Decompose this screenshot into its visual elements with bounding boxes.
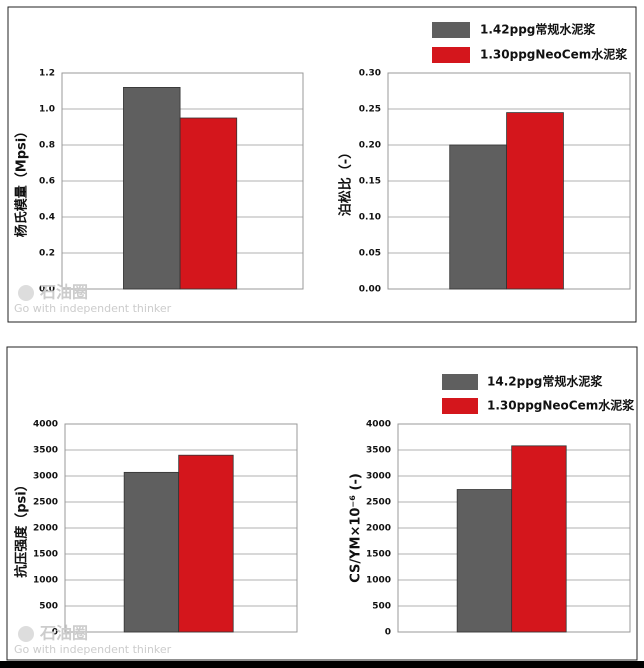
- y-tick-label: 1500: [366, 550, 391, 560]
- y-tick-label: 1000: [366, 576, 391, 586]
- y-axis-title: 泊松比（-）: [338, 146, 354, 216]
- y-tick-label: 1.0: [39, 105, 55, 115]
- bar: [506, 112, 564, 290]
- bar: [449, 144, 507, 290]
- y-tick-label: 0.4: [39, 213, 55, 223]
- y-axis-title: 抗压强度（psi）: [14, 478, 30, 578]
- y-tick-label: 3500: [33, 446, 58, 456]
- y-tick-label: 0.30: [359, 69, 381, 79]
- y-tick-label: 0.15: [359, 177, 381, 187]
- y-axis-title: 杨氏模量（Mpsi）: [14, 125, 30, 237]
- y-tick-label: 0.8: [39, 141, 55, 151]
- y-tick-label: 2000: [33, 524, 58, 534]
- bar: [456, 489, 513, 633]
- bottom-bar: [0, 661, 644, 668]
- y-tick-label: 0: [385, 628, 391, 638]
- bar: [178, 454, 234, 633]
- y-tick-label: 0.2: [39, 249, 55, 259]
- legend-label: 14.2ppg常规水泥浆: [487, 374, 603, 389]
- y-tick-label: 4000: [33, 420, 58, 430]
- bar: [179, 117, 238, 290]
- legend-swatch: [442, 374, 478, 390]
- y-tick-label: 4000: [366, 420, 391, 430]
- bar: [123, 87, 181, 290]
- legend-label: 1.30ppgNeoCem水泥浆: [480, 47, 628, 62]
- legend-label: 1.42ppg常规水泥浆: [480, 22, 596, 37]
- watermark-logo: 石油圈: [39, 624, 88, 643]
- y-tick-label: 0.00: [359, 285, 381, 295]
- y-tick-label: 2000: [366, 524, 391, 534]
- watermark-icon: [18, 285, 34, 301]
- y-tick-label: 500: [39, 602, 58, 612]
- y-tick-label: 0: [52, 628, 58, 638]
- y-axis-title: CS/YM×10⁻⁶ (-): [349, 473, 364, 583]
- y-tick-label: 2500: [33, 498, 58, 508]
- y-tick-label: 1.2: [39, 69, 55, 79]
- legend-swatch: [432, 22, 470, 38]
- bar: [123, 471, 180, 633]
- y-tick-label: 500: [372, 602, 391, 612]
- watermark-logo: 石油圈: [39, 283, 88, 302]
- y-tick-label: 0.0: [39, 285, 55, 295]
- watermark-slogan: Go with independent thinker: [14, 643, 172, 656]
- y-tick-label: 0.05: [359, 249, 381, 259]
- y-tick-label: 1500: [33, 550, 58, 560]
- y-tick-label: 3000: [33, 472, 58, 482]
- watermark-slogan: Go with independent thinker: [14, 302, 172, 315]
- panel: [6, 346, 638, 661]
- legend-label: 1.30ppgNeoCem水泥浆: [487, 398, 635, 413]
- y-tick-label: 0.20: [359, 141, 381, 151]
- y-tick-label: 3500: [366, 446, 391, 456]
- y-tick-label: 0.10: [359, 213, 381, 223]
- legend-swatch: [442, 398, 478, 414]
- y-tick-label: 3000: [366, 472, 391, 482]
- bar: [511, 445, 567, 633]
- panel: [7, 6, 637, 323]
- watermark-icon: [18, 626, 34, 642]
- y-tick-label: 1000: [33, 576, 58, 586]
- legend-swatch: [432, 47, 470, 63]
- y-tick-label: 0.6: [39, 177, 55, 187]
- y-tick-label: 0.25: [359, 105, 381, 115]
- y-tick-label: 2500: [366, 498, 391, 508]
